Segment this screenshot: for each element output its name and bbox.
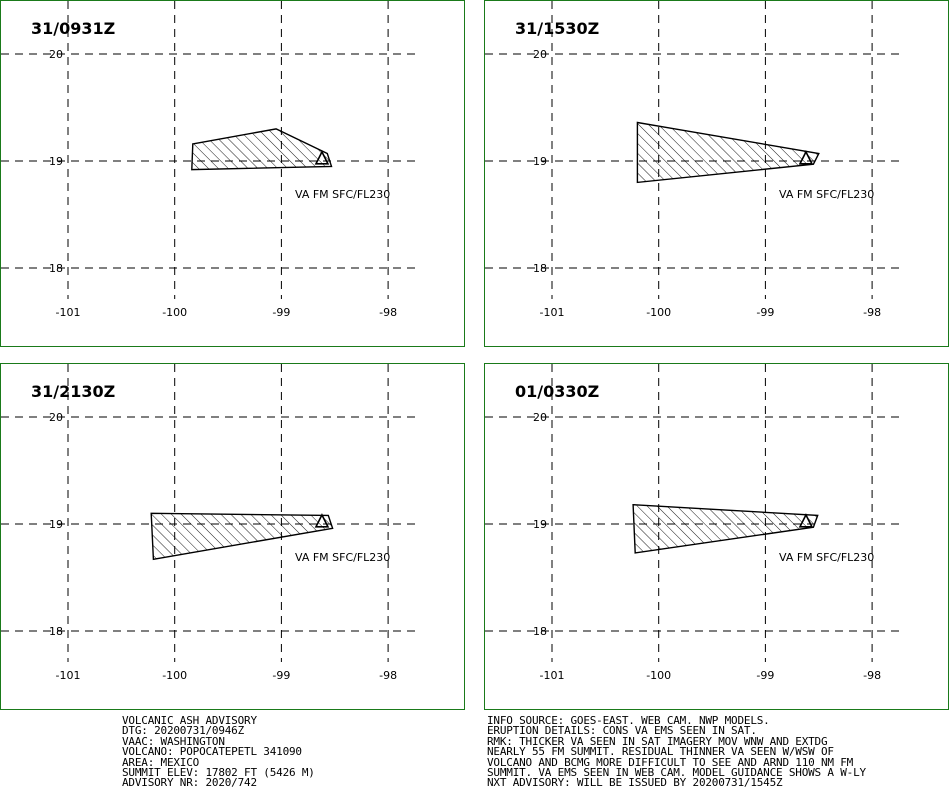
ash-map-1: -101 -100 -99 -98 20 19 18 VA FM SFC/FL230 — [485, 1, 905, 319]
forecast-panel-0330z: -101 -100 -99 -98 20 19 18 VA FM SFC/FL230 01/0… — [484, 363, 949, 710]
lon-tick-label: -98 — [863, 306, 881, 319]
lon-tick-label: -98 — [379, 669, 397, 682]
forecast-panel-2130z: -101 -100 -99 -98 20 19 18 VA FM SFC/FL230 31/2… — [0, 363, 465, 710]
lon-tick-label: -99 — [272, 669, 290, 682]
advisory-line: VOLCANIC ASH ADVISORY — [122, 714, 257, 727]
lat-tick-label: 18 — [49, 262, 63, 275]
lat-tick-label: 19 — [533, 518, 547, 531]
lat-tick-label: 19 — [49, 518, 63, 531]
advisory-line: VAAC: WASHINGTON — [122, 734, 225, 748]
lat-tick-label: 18 — [49, 625, 63, 638]
lat-tick-label: 20 — [49, 411, 63, 424]
lon-tick-label: -99 — [756, 669, 774, 682]
ash-cloud-polygon — [150, 512, 334, 561]
advisory-line: VOLCANO AND BCMG MORE DIFFICULT TO SEE A… — [487, 755, 854, 769]
lon-tick-label: -98 — [863, 669, 881, 682]
advisory-line: SUMMIT ELEV: 17802 FT (5426 M) — [122, 766, 315, 780]
advisory-line: INFO SOURCE: GOES-EAST. WEB CAM. NWP MOD… — [487, 714, 770, 727]
lat-tick-label: 19 — [49, 155, 63, 168]
lon-tick-label: -100 — [646, 669, 671, 682]
panel-title: 31/1530Z — [515, 19, 600, 38]
advisory-line: RMK: THICKER VA SEEN IN SAT IMAGERY MOV … — [487, 734, 828, 748]
lon-tick-label: -101 — [540, 306, 565, 319]
advisory-line: ADVISORY NR: 2020/742 — [122, 776, 257, 790]
panel-title: 01/0330Z — [515, 382, 600, 401]
forecast-panel-0930z: -101 -100 -99 -98 20 19 18 VA FM SFC/FL230 31/0… — [0, 0, 465, 347]
ash-cloud-polygon — [191, 128, 333, 171]
lon-tick-label: -101 — [540, 669, 565, 682]
lon-tick-label: -101 — [56, 669, 81, 682]
ash-map-3: -101 -100 -99 -98 20 19 18 VA FM SFC/FL230 — [485, 364, 905, 682]
ash-map-2: -101 -100 -99 -98 20 19 18 VA FM SFC/FL230 — [1, 364, 421, 682]
ash-level-label: VA FM SFC/FL230 — [779, 188, 874, 201]
ash-cloud-polygon — [636, 121, 820, 184]
volcano-icon — [314, 513, 330, 528]
lat-tick-label: 20 — [533, 411, 547, 424]
lat-tick-label: 20 — [533, 48, 547, 61]
ash-map-0: -101 -100 -99 -98 20 19 18 VA FM SFC/FL230 — [1, 1, 421, 319]
lat-tick-label: 18 — [533, 625, 547, 638]
lon-tick-label: -100 — [646, 306, 671, 319]
advisory-line: AREA: MEXICO — [122, 755, 200, 769]
advisory-line: DTG: 20200731/0946Z — [122, 724, 245, 738]
lat-tick-label: 20 — [49, 48, 63, 61]
lat-tick-label: 19 — [533, 155, 547, 168]
panel-title: 31/0931Z — [31, 19, 116, 38]
advisory-remarks-text: INFO SOURCE: GOES-EAST. WEB CAM. NWP MOD… — [487, 714, 866, 790]
lat-tick-label: 18 — [533, 262, 547, 275]
ash-level-label: VA FM SFC/FL230 — [779, 551, 874, 564]
lon-tick-label: -98 — [379, 306, 397, 319]
advisory-line: ERUPTION DETAILS: CONS VA EMS SEEN IN SA… — [487, 724, 757, 738]
panel-title: 31/2130Z — [31, 382, 116, 401]
lon-tick-label: -101 — [56, 306, 81, 319]
advisory-line: SUMMIT. VA EMS SEEN IN WEB CAM. MODEL GU… — [487, 766, 866, 780]
advisory-line: NXT ADVISORY: WILL BE ISSUED BY 20200731… — [487, 776, 783, 790]
lon-tick-label: -100 — [162, 669, 187, 682]
lon-tick-label: -100 — [162, 306, 187, 319]
forecast-panel-1530z: -101 -100 -99 -98 20 19 18 VA FM SFC/FL230 31/1… — [484, 0, 949, 347]
advisory-header-text: VOLCANIC ASH ADVISORY DTG: 20200731/0946… — [122, 714, 315, 790]
advisory-line: NEARLY 55 FM SUMMIT. RESIDUAL THINNER VA… — [487, 745, 834, 759]
lon-tick-label: -99 — [272, 306, 290, 319]
ash-level-label: VA FM SFC/FL230 — [295, 551, 390, 564]
ash-cloud-polygon — [632, 503, 819, 554]
advisory-line: VOLCANO: POPOCATEPETL 341090 — [122, 745, 302, 759]
volcano-icon — [798, 150, 814, 165]
lon-tick-label: -99 — [756, 306, 774, 319]
ash-level-label: VA FM SFC/FL230 — [295, 188, 390, 201]
volcano-icon — [798, 513, 814, 528]
volcano-icon — [314, 150, 330, 165]
